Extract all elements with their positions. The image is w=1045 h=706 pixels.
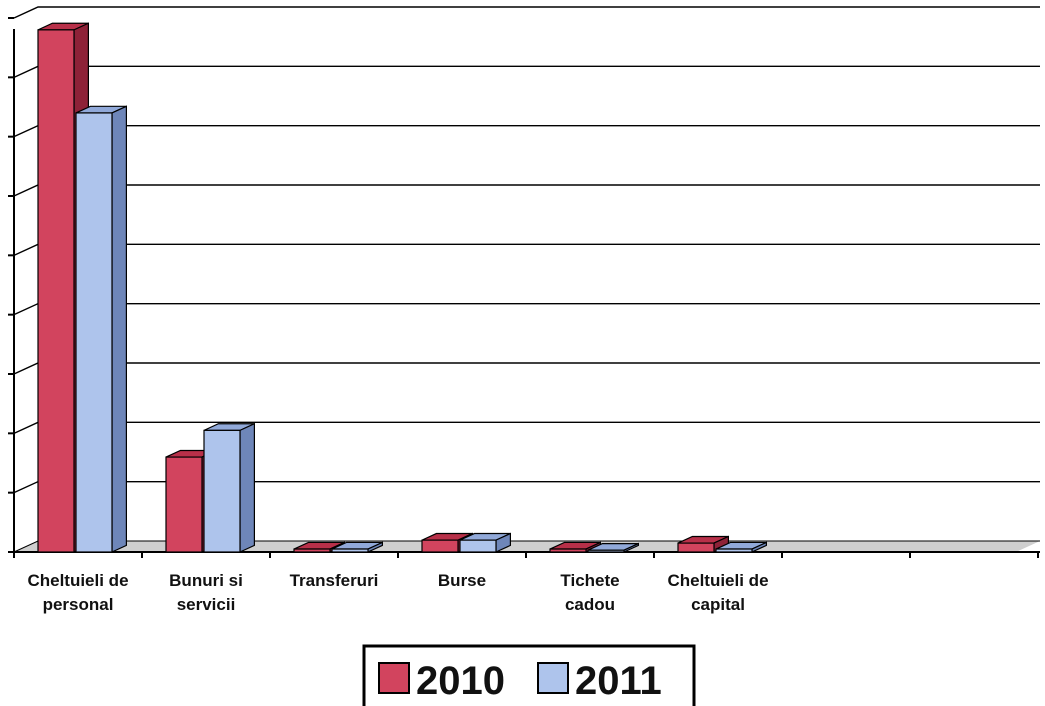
legend-swatch-2011 <box>537 662 569 694</box>
category-label-4: Tichete cadou <box>560 571 619 614</box>
floor <box>14 541 1040 552</box>
category-label-5: Cheltuieli de capital <box>667 571 768 614</box>
legend: 2010 2011 <box>362 644 696 706</box>
bar-2011-0 <box>75 105 128 553</box>
category-label-line: Transferuri <box>290 571 379 590</box>
bar-2011-1 <box>203 422 255 553</box>
legend-label-2010: 2010 <box>416 659 505 703</box>
category-label-3: Burse <box>438 571 486 590</box>
category-label-line: Cheltuieli de <box>667 571 768 590</box>
category-label-line: capital <box>691 595 745 614</box>
gridline <box>13 6 1040 19</box>
category-label-line: Burse <box>438 571 486 590</box>
legend-label-2011: 2011 <box>575 659 662 703</box>
category-label-line: Cheltuieli de <box>27 571 128 590</box>
category-label-line: Bunuri si <box>169 571 243 590</box>
bar-2011-3 <box>459 532 511 553</box>
legend-swatch-2010 <box>378 662 410 694</box>
bars <box>37 22 768 553</box>
category-label-line: servicii <box>177 595 236 614</box>
bar-2010-4 <box>549 541 602 553</box>
chart-walls <box>14 18 1040 552</box>
category-label-line: Tichete <box>560 571 619 590</box>
legend-frame <box>362 644 696 706</box>
category-label-2: Transferuri <box>290 571 379 590</box>
category-labels: Cheltuieli de personal Bunuri si servicii Tr… <box>27 571 768 614</box>
category-label-line: personal <box>43 595 114 614</box>
bar-2011-4 <box>587 542 640 553</box>
bar-2011-2 <box>331 541 383 553</box>
category-label-line: cadou <box>565 595 615 614</box>
back-wall <box>14 18 1040 552</box>
category-label-0: Cheltuieli de personal <box>27 571 128 614</box>
category-label-1: Bunuri si servicii <box>169 571 243 614</box>
bar-2011-5 <box>715 541 768 553</box>
